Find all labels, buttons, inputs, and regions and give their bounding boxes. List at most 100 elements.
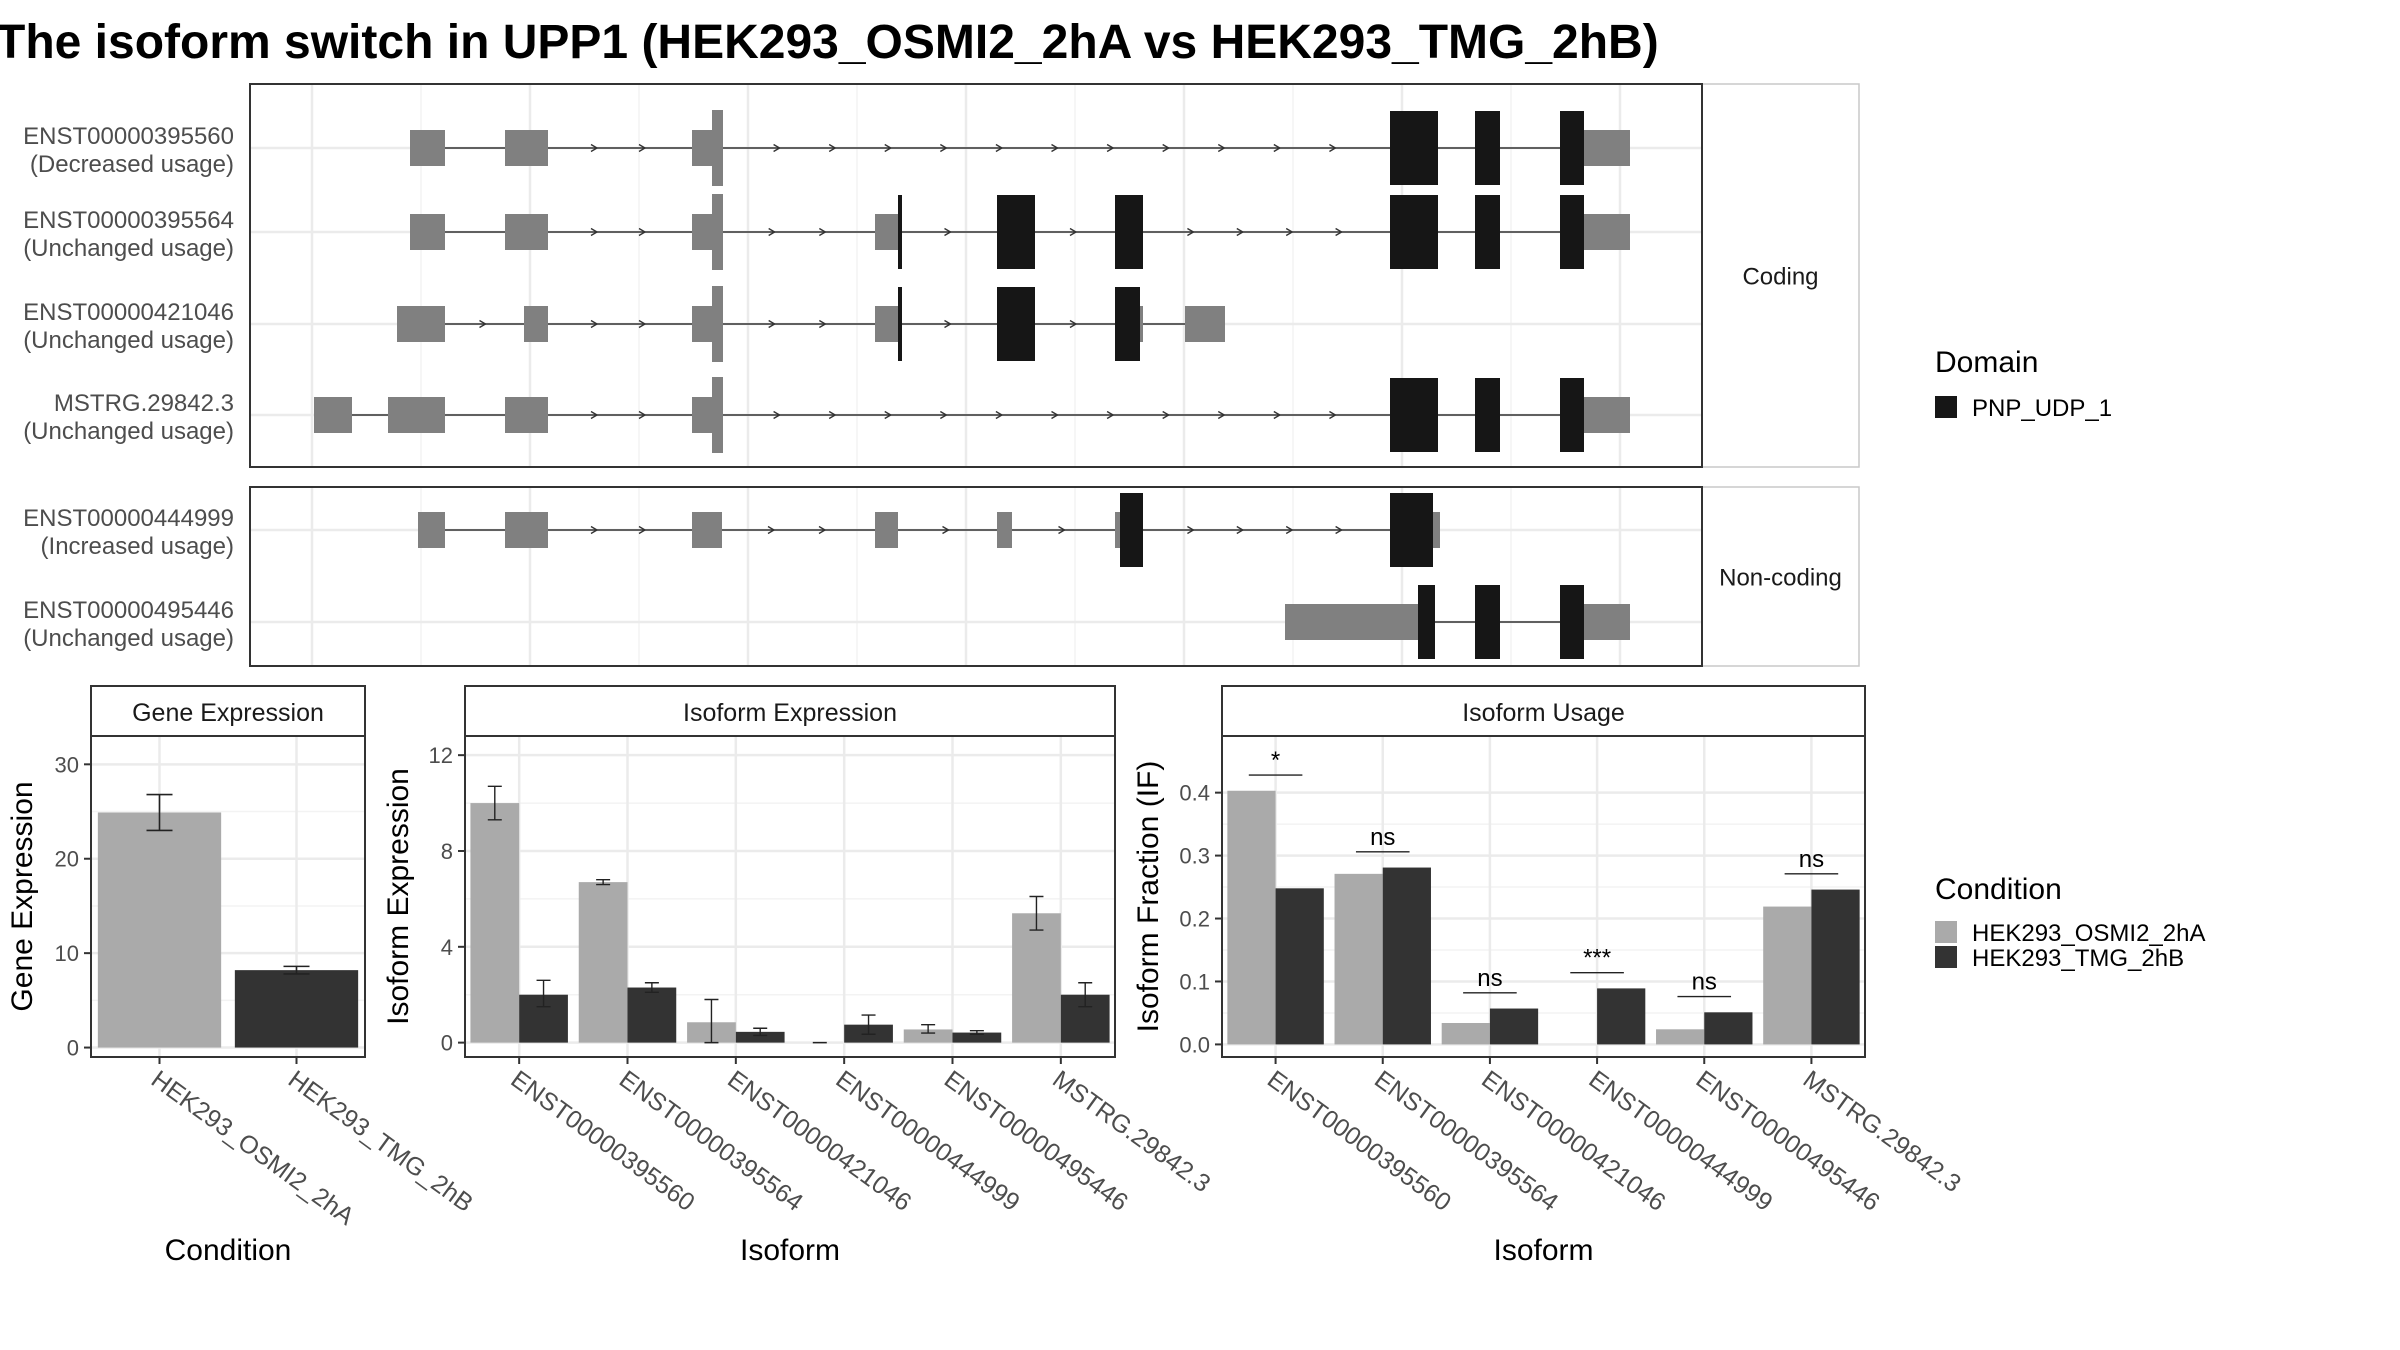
intron-arrow	[884, 143, 893, 153]
exon-utr	[997, 512, 1012, 548]
exon-utr	[397, 306, 445, 342]
y-tick-label: 10	[55, 941, 79, 966]
intron-arrow	[590, 525, 599, 535]
exon-domain	[1560, 195, 1584, 269]
isoform-usage-label: (Unchanged usage)	[23, 625, 234, 652]
bar	[1275, 888, 1324, 1045]
exon-utr	[692, 397, 712, 433]
error-bar	[921, 1023, 936, 1034]
facet-label: Non-coding	[1719, 565, 1842, 592]
bar	[1489, 1008, 1539, 1045]
intron-arrow	[1069, 319, 1078, 329]
error-bar	[536, 979, 551, 1008]
intron-arrow	[1335, 227, 1343, 237]
isoform-id-label: ENST00000444999	[23, 505, 234, 532]
chart-panel-border	[464, 735, 1116, 1058]
domain-legend-item: PNP_UDP_1	[1972, 395, 2112, 422]
exon-utr	[1285, 604, 1418, 640]
bar	[1704, 1012, 1753, 1045]
condition-legend-title: Condition	[1935, 873, 2062, 906]
intron-arrow	[1217, 143, 1226, 153]
intron-arrow	[768, 319, 777, 329]
intron-arrow	[1051, 143, 1059, 153]
domain-legend-title: Domain	[1935, 346, 2038, 379]
exon-domain	[898, 195, 902, 269]
bar	[1334, 873, 1383, 1045]
bar	[1441, 1023, 1490, 1045]
error-bar	[969, 1029, 984, 1035]
error-bar	[596, 879, 611, 886]
y-tick-label: 20	[55, 847, 79, 872]
intron-arrow	[818, 525, 827, 535]
significance-label: ***	[1583, 945, 1611, 972]
exon-utr	[875, 306, 898, 342]
condition-legend-item-2: HEK293_TMG_2hB	[1972, 945, 2184, 972]
error-bar	[1029, 895, 1044, 931]
exon-utr	[505, 214, 548, 250]
isoform-id-label: MSTRG.29842.3	[54, 390, 234, 417]
y-tick-label: 0.1	[1179, 969, 1210, 994]
x-tick-label: ENST00000444999	[1584, 1065, 1778, 1217]
bar	[1382, 867, 1431, 1045]
intron-arrow	[590, 319, 599, 329]
intron-arrow	[1329, 143, 1337, 153]
domain-legend: Domain PNP_UDP_1	[1935, 346, 2112, 422]
intron-arrow	[818, 227, 827, 237]
intron-arrow	[942, 525, 950, 535]
bar	[903, 1029, 953, 1043]
intron-arrow	[1106, 143, 1115, 153]
exon-tall	[712, 194, 723, 270]
chart-plot-bg	[1222, 736, 1865, 1057]
exon-utr	[692, 214, 712, 250]
exon-utr	[410, 214, 445, 250]
bar	[1811, 889, 1860, 1045]
bar	[1227, 790, 1276, 1045]
intron-arrow	[818, 319, 827, 329]
exon-domain	[1560, 111, 1584, 185]
structure-panel-bg	[250, 487, 1702, 666]
bar	[1763, 906, 1812, 1045]
exon-domain	[1390, 493, 1433, 567]
intron-arrow	[1236, 227, 1245, 237]
chart-title: Isoform Usage	[1462, 699, 1625, 727]
error-bar	[487, 785, 502, 821]
intron-arrow	[773, 410, 781, 420]
significance-label: ns	[1799, 846, 1824, 873]
isoform-usage-label: (Unchanged usage)	[23, 327, 234, 354]
structure-panel-border	[249, 486, 1703, 667]
bar	[952, 1032, 1002, 1043]
exon-utr	[505, 397, 548, 433]
exon-domain	[997, 195, 1035, 269]
bar	[1597, 988, 1646, 1045]
facet-strip	[1701, 486, 1860, 667]
intron-arrow	[1187, 227, 1195, 237]
error-bar	[704, 998, 719, 1044]
exon-domain	[1390, 111, 1438, 185]
exon-domain	[997, 287, 1035, 361]
exon-domain	[1475, 585, 1500, 659]
intron-arrow	[995, 143, 1004, 153]
exon-domain	[1115, 287, 1140, 361]
significance-label: ns	[1370, 824, 1395, 851]
isoform-id-label: ENST00000421046	[23, 299, 234, 326]
exon-domain	[1475, 378, 1500, 452]
intron-arrow	[1285, 525, 1294, 535]
condition-legend: Condition HEK293_OSMI2_2hA HEK293_TMG_2h…	[1935, 873, 2205, 972]
y-tick-label: 12	[429, 743, 453, 768]
x-axis-label: Isoform	[740, 1234, 840, 1267]
error-bar	[861, 1014, 876, 1035]
intron-arrow	[638, 227, 647, 237]
exon-tall	[712, 286, 723, 362]
error-bar	[753, 1027, 768, 1037]
intron-arrow	[828, 143, 837, 153]
intron-arrow	[1285, 227, 1294, 237]
exon-domain	[1418, 585, 1435, 659]
intron-arrow	[1069, 227, 1078, 237]
x-tick-label: ENST00000395560	[1262, 1065, 1456, 1217]
exon-utr	[1584, 130, 1630, 166]
chart-plot-bg	[465, 736, 1115, 1057]
error-bar	[1078, 982, 1093, 1008]
isoform-usage-label: (Unchanged usage)	[23, 235, 234, 262]
y-tick-label: 0.2	[1179, 907, 1210, 932]
